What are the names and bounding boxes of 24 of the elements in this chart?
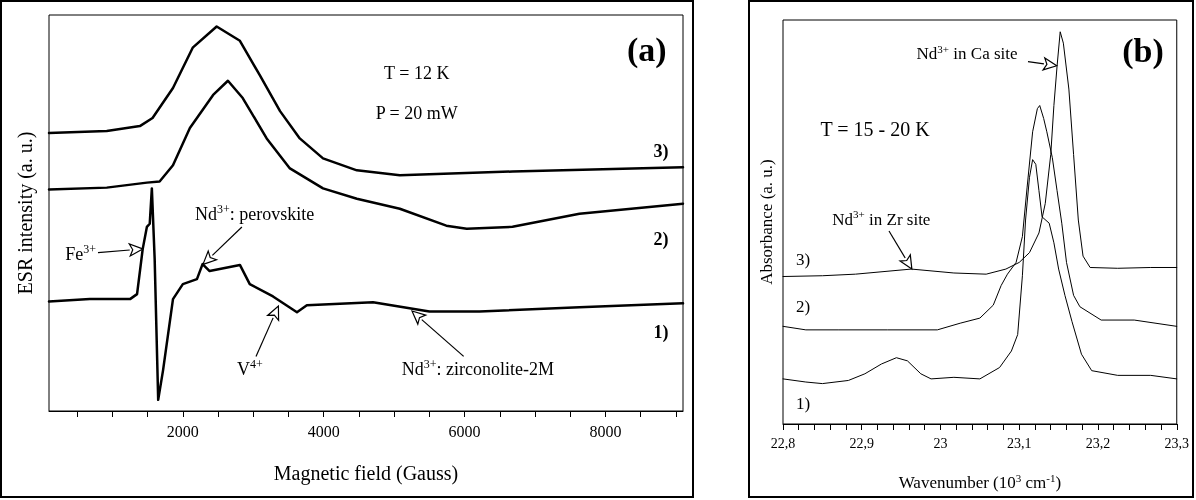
x-tick-label: 23 xyxy=(933,435,948,451)
x-tick-label: 23,2 xyxy=(1085,435,1111,451)
x-tick-label: 6000 xyxy=(448,422,481,440)
y-axis-title: ESR intensity (a. u.) xyxy=(14,131,37,295)
x-tick-label: 8000 xyxy=(589,422,622,440)
annotation: T = 15 - 20 K xyxy=(820,118,931,141)
x-axis-title: Magnetic field (Gauss) xyxy=(273,462,459,485)
annotation: (b) xyxy=(1122,31,1164,70)
x-tick-label: 23,1 xyxy=(1007,435,1032,451)
annotation: (a) xyxy=(627,31,667,70)
x-tick-label: 2000 xyxy=(166,422,199,440)
series-label: 3) xyxy=(795,250,811,270)
annotation: P = 20 mW xyxy=(375,102,458,123)
x-tick-label: 4000 xyxy=(307,422,340,440)
series-label: 1) xyxy=(795,394,811,414)
series-label: 2) xyxy=(653,228,669,250)
x-tick-label: 23,3 xyxy=(1164,435,1189,451)
series-label: 2) xyxy=(795,296,811,316)
x-tick-label: 22,8 xyxy=(770,435,796,451)
annotation: T = 12 K xyxy=(384,63,450,84)
y-axis-title: Absorbance (a. u.) xyxy=(757,159,776,285)
series-label: 3) xyxy=(653,141,669,163)
series-label: 1) xyxy=(653,322,669,344)
x-tick-label: 22,9 xyxy=(849,435,874,451)
